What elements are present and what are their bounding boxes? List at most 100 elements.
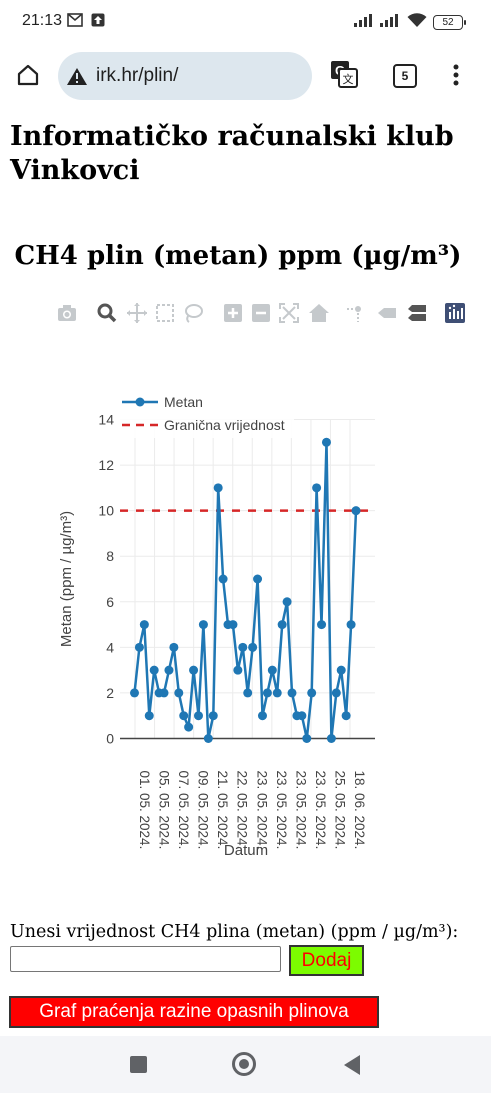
- data-point: [312, 483, 322, 493]
- svg-text:文: 文: [343, 72, 354, 86]
- zoom-out-icon[interactable]: [250, 302, 272, 324]
- methane-chart[interactable]: 0 2 4 6 8 10 12 14 01. 05. 2024. 05. 05. 2024. 07.…: [0, 330, 491, 870]
- data-point: [218, 574, 228, 584]
- x-tick-label: 05. 05. 2024.: [157, 771, 172, 850]
- x-tick-label: 23. 05. 2024.: [274, 771, 289, 850]
- data-point: [287, 688, 297, 698]
- y-tick-label: 6: [106, 594, 114, 610]
- warning-icon[interactable]: [66, 67, 88, 86]
- data-point: [262, 688, 272, 698]
- x-tick-label: 25. 05. 2024.: [332, 771, 347, 850]
- translate-icon[interactable]: G 文: [330, 60, 358, 88]
- data-point: [189, 665, 199, 675]
- mail-icon: [67, 13, 83, 27]
- battery-indicator: 52: [433, 15, 466, 30]
- tab-switcher-button[interactable]: 5: [393, 64, 417, 88]
- y-tick-label: 4: [106, 639, 114, 655]
- data-point: [238, 642, 248, 652]
- add-button[interactable]: Dodaj: [289, 945, 364, 976]
- legend-box: [118, 390, 294, 438]
- data-point: [139, 620, 149, 630]
- methane-value-input[interactable]: [10, 946, 281, 972]
- upload-icon: [91, 13, 105, 27]
- legend-metan-label: Metan: [164, 394, 203, 410]
- x-tick-label: 21. 05. 2024.: [215, 771, 230, 850]
- input-label: Unesi vrijednost CH4 plina (metan) (ppm …: [10, 922, 459, 942]
- data-point: [248, 642, 258, 652]
- pan-icon[interactable]: [126, 302, 148, 324]
- x-tick-label: 22. 05. 2024.: [235, 771, 250, 850]
- data-point: [331, 688, 341, 698]
- data-point: [317, 620, 327, 630]
- data-point: [203, 734, 213, 743]
- zoom-icon[interactable]: [96, 302, 118, 324]
- x-tick-label: 23. 05. 2024.: [293, 771, 308, 850]
- data-point: [198, 620, 208, 630]
- signal-icon: [354, 14, 372, 27]
- data-point: [184, 722, 194, 732]
- x-tick-label: 23. 05. 2024.: [254, 771, 269, 850]
- autoscale-icon[interactable]: [278, 302, 300, 324]
- data-point: [341, 711, 351, 721]
- data-point: [233, 665, 243, 675]
- x-tick-label: 07. 05. 2024.: [176, 771, 191, 850]
- gas-graph-button[interactable]: Graf praćenja razine opasnih plinova: [9, 996, 379, 1028]
- reset-axes-icon[interactable]: [308, 302, 330, 324]
- hover-compare-icon[interactable]: [406, 302, 428, 324]
- home-icon[interactable]: [16, 64, 40, 86]
- address-bar[interactable]: irk.hr/plin/: [58, 52, 312, 100]
- x-tick-label: 01. 05. 2024.: [137, 771, 152, 850]
- lasso-select-icon[interactable]: [182, 302, 204, 324]
- box-select-icon[interactable]: [154, 302, 176, 324]
- chart-heading: CH4 plin (metan) ppm (µg/m³): [14, 241, 462, 271]
- more-menu-icon[interactable]: [453, 64, 459, 86]
- data-point: [326, 734, 336, 743]
- x-tick-label: 09. 05. 2024.: [196, 771, 211, 850]
- browser-toolbar: irk.hr/plin/ G 文 5: [0, 44, 491, 108]
- data-point: [149, 665, 159, 675]
- data-point: [336, 665, 346, 675]
- system-nav-bar: [0, 1036, 491, 1093]
- data-point: [277, 620, 287, 630]
- x-tick-label: 18. 06. 2024.: [352, 771, 367, 850]
- data-point: [193, 711, 203, 721]
- data-point: [134, 642, 144, 652]
- hover-closest-icon[interactable]: [376, 302, 398, 324]
- legend-limit-label: Granična vrijednost: [164, 417, 285, 433]
- plotly-logo-icon[interactable]: [444, 302, 466, 324]
- data-point: [159, 688, 169, 698]
- data-point: [272, 688, 282, 698]
- x-tick-label: 23. 05. 2024.: [313, 771, 328, 850]
- data-point: [169, 642, 179, 652]
- back-icon[interactable]: [344, 1055, 360, 1075]
- site-title: Informatičko računalski klub Vinkovci: [10, 121, 454, 186]
- y-tick-label: 8: [106, 548, 114, 564]
- spike-lines-icon[interactable]: [344, 302, 366, 324]
- data-point: [130, 688, 139, 698]
- data-point: [208, 711, 218, 721]
- camera-icon[interactable]: [56, 302, 78, 324]
- data-point: [179, 711, 189, 721]
- y-tick-label: 0: [106, 731, 114, 747]
- data-point: [253, 574, 263, 584]
- zoom-in-icon[interactable]: [222, 302, 244, 324]
- data-point: [302, 734, 312, 743]
- y-tick-label: 10: [98, 503, 114, 519]
- data-point: [144, 711, 154, 721]
- y-axis-title: Metan (ppm / µg/m³): [58, 511, 75, 647]
- data-point: [228, 620, 238, 630]
- data-point: [164, 665, 174, 675]
- data-point: [282, 597, 292, 607]
- signal-icon-2: [380, 14, 398, 27]
- data-point: [213, 483, 223, 493]
- data-point: [297, 711, 307, 721]
- url-text[interactable]: irk.hr/plin/: [96, 65, 179, 86]
- data-point: [307, 688, 317, 698]
- status-bar: 21:13 52: [0, 0, 491, 44]
- series-line: [133, 442, 358, 739]
- data-point: [267, 665, 277, 675]
- data-point: [321, 437, 331, 447]
- status-time: 21:13: [22, 12, 63, 29]
- recent-apps-icon[interactable]: [130, 1056, 147, 1073]
- home-circle-icon[interactable]: [232, 1052, 256, 1076]
